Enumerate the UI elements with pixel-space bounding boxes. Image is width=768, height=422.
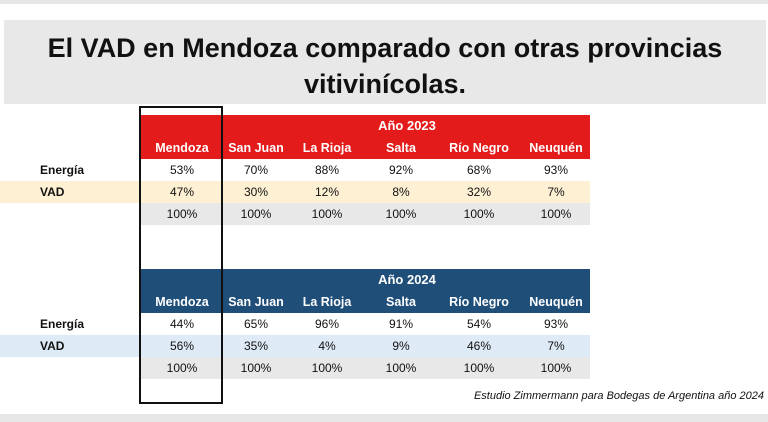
col-header-la-rioja: La Rioja <box>302 141 352 155</box>
table-cell: 100% <box>463 361 495 375</box>
table-cell: 9% <box>392 339 410 353</box>
table-cell: 100% <box>166 207 198 221</box>
col-header-mendoza: Mendoza <box>155 141 209 155</box>
table-cell: 96% <box>314 317 340 331</box>
title-line-2: vitivinícolas. <box>303 69 467 99</box>
table-cell: 65% <box>243 317 269 331</box>
table-cell: 93% <box>543 317 569 331</box>
table-cell: 4% <box>318 339 336 353</box>
table-cell: 12% <box>314 185 340 199</box>
table-cell: 92% <box>388 163 414 177</box>
source-note: Estudio Zimmermann para Bodegas de Argen… <box>473 390 764 402</box>
col-header-san-juan: San Juan <box>228 141 284 155</box>
col-header-san-juan: San Juan <box>228 295 284 309</box>
table-cell: 47% <box>169 185 195 199</box>
table-cell: 7% <box>547 185 565 199</box>
table-cell: 35% <box>243 339 269 353</box>
mendoza-highlight-box <box>139 106 223 404</box>
table-cell: 53% <box>169 163 195 177</box>
table-row-energia: Energía 53% 70% 88% 92% 68% 93% <box>0 159 768 181</box>
table-cell: 100% <box>240 207 272 221</box>
col-header-neuquen: Neuquén <box>529 141 583 155</box>
col-header-salta: Salta <box>386 295 416 309</box>
table-row-total: 100% 100% 100% 100% 100% 100% <box>0 357 768 379</box>
vad-row-band <box>0 181 590 203</box>
col-header-neuquen: Neuquén <box>529 295 583 309</box>
table-cell: 70% <box>243 163 269 177</box>
total-row-band <box>140 203 590 225</box>
table-cell: 100% <box>385 361 417 375</box>
col-header-rio-negro: Río Negro <box>449 295 509 309</box>
table-row-energia: Energía 44% 65% 96% 91% 54% 93% <box>0 313 768 335</box>
table-cell: 100% <box>166 361 198 375</box>
col-header-la-rioja: La Rioja <box>302 295 352 309</box>
table-2023-year-row: Año 2023 <box>0 115 768 137</box>
column-header-band <box>140 291 590 313</box>
row-label: VAD <box>40 185 65 199</box>
col-header-salta: Salta <box>386 141 416 155</box>
table-cell: 100% <box>311 207 343 221</box>
mendoza-header-fill <box>140 269 224 291</box>
table-row-vad: VAD 47% 30% 12% 8% 32% 7% <box>0 181 768 203</box>
table-2024-year-row: Año 2024 <box>0 269 768 291</box>
table-cell: 88% <box>314 163 340 177</box>
mendoza-header-fill <box>140 115 224 137</box>
title-band <box>4 20 766 104</box>
table-cell: 100% <box>385 207 417 221</box>
vad-row-band <box>0 335 590 357</box>
table-cell: 100% <box>540 361 572 375</box>
top-border <box>0 0 768 4</box>
table-cell: 8% <box>392 185 410 199</box>
total-row-band <box>140 357 590 379</box>
table-2023-column-header-row: Mendoza San Juan La Rioja Salta Río Negr… <box>0 137 768 159</box>
table-cell: 91% <box>388 317 414 331</box>
table-cell: 7% <box>547 339 565 353</box>
table-cell: 30% <box>243 185 269 199</box>
year-header: Año 2023 <box>224 115 590 137</box>
year-header: Año 2024 <box>224 269 590 291</box>
table-cell: 100% <box>311 361 343 375</box>
table-cell: 68% <box>466 163 492 177</box>
table-cell: 54% <box>466 317 492 331</box>
table-cell: 93% <box>543 163 569 177</box>
table-cell: 32% <box>466 185 492 199</box>
table-cell: 100% <box>540 207 572 221</box>
title-line-1: El VAD en Mendoza comparado con otras pr… <box>47 33 723 63</box>
page-title: El VAD en Mendoza comparado con otras pr… <box>4 30 766 102</box>
table-row-vad: VAD 56% 35% 4% 9% 46% 7% <box>0 335 768 357</box>
table-cell: 46% <box>466 339 492 353</box>
table-row-total: 100% 100% 100% 100% 100% 100% <box>0 203 768 225</box>
table-cell: 44% <box>169 317 195 331</box>
row-label: VAD <box>40 339 65 353</box>
row-label: Energía <box>40 163 85 177</box>
table-cell: 56% <box>169 339 195 353</box>
col-header-mendoza: Mendoza <box>155 295 209 309</box>
col-header-rio-negro: Río Negro <box>449 141 509 155</box>
table-2024-column-header-row: Mendoza San Juan La Rioja Salta Río Negr… <box>0 291 768 313</box>
table-cell: 100% <box>463 207 495 221</box>
bottom-border <box>0 414 768 422</box>
column-header-band <box>140 137 590 159</box>
row-label: Energía <box>40 317 85 331</box>
table-cell: 100% <box>240 361 272 375</box>
